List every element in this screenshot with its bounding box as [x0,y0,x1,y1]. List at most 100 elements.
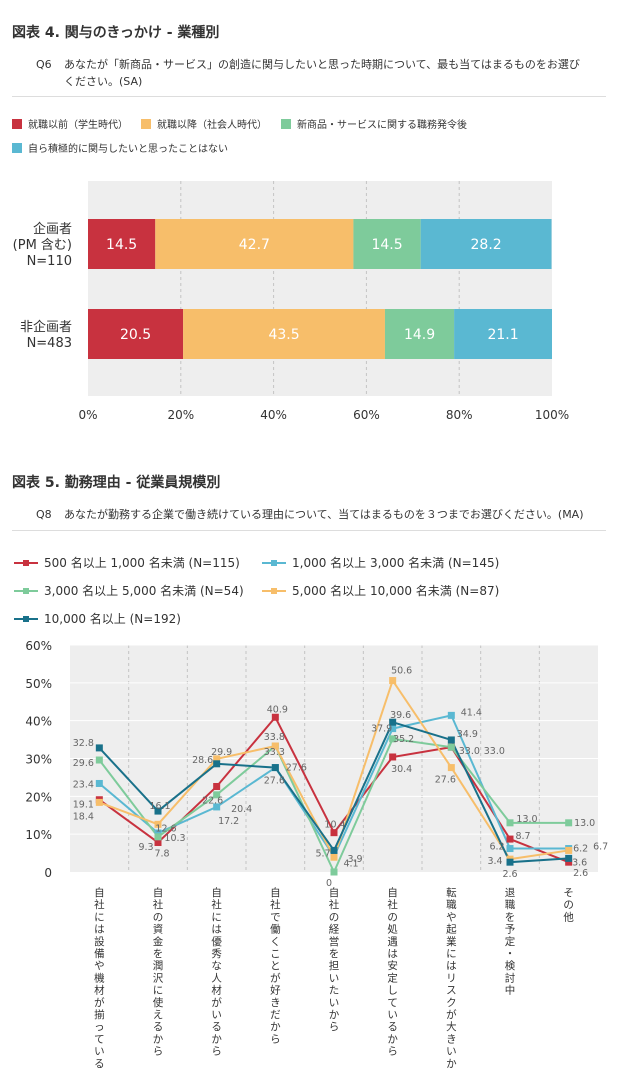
data-label: 20.4 [231,804,252,815]
fig4-title: 図表 4. 関与のきっかけ - 業種別 [12,25,220,41]
fig4-divider [12,96,606,97]
bar-value-label: 20.5 [120,327,151,343]
data-point [447,736,455,744]
x-tick-label: 100% [535,408,569,422]
x-category-label-char: る [153,1021,164,1033]
data-point [154,833,162,841]
data-point [506,835,514,843]
data-label: 30.4 [391,764,412,775]
y-tick-label: 20% [25,790,52,804]
x-category-label-char: 起 [446,924,457,936]
data-label: 29.9 [211,747,232,758]
data-label: 0 [326,878,332,889]
x-category-label-char: が [211,996,222,1009]
y-category-label: N=483 [27,336,72,351]
legend-line-marker [14,587,38,594]
x-category-label-char: 自 [94,886,105,899]
x-category-label-char: き [446,1033,457,1045]
legend-label: 就職以降（社会人時代） [157,120,267,131]
fig5-legend-item-2: 1,000 名以上 3,000 名未満 (N=145) [262,554,499,571]
data-label: 37.9 [371,724,392,735]
x-category-label-char: が [270,971,281,984]
x-category-label-char: こ [270,948,281,960]
x-category-label-char: て [387,997,398,1009]
fig4-q-label: Q6 [36,58,52,71]
fig5-legend-item-1: 500 名以上 1,000 名未満 (N=115) [14,554,240,571]
x-category-label-char: の [563,899,574,911]
data-label: 6.7 [593,842,608,853]
x-category-label-char: ク [446,997,457,1009]
fig5-q-label: Q8 [36,508,52,521]
data-label: 3.6 [572,857,587,868]
x-category-label-char: 大 [446,1020,457,1033]
data-point [213,755,221,763]
x-category-label-char: 職 [446,899,457,911]
data-label: 5.7 [315,848,330,859]
bar-segment [88,309,184,359]
x-category-label-char: ら [153,1046,164,1058]
x-category-label-char: 備 [94,947,105,960]
fig4-question-line2: ください。(SA) [64,75,143,88]
x-category-label-char: 社 [270,898,281,911]
data-label: 12.6 [155,823,176,834]
data-label: 33.0 [484,746,505,757]
x-category-label-char: だ [270,1009,281,1021]
legend-label: 自ら積極的に関与したいと思ったことはない [28,144,228,155]
x-category-label-char: 社 [211,898,222,911]
data-point [389,725,397,733]
x-category-label-char: 経 [329,923,340,936]
data-point [271,742,279,750]
data-label: 4.1 [343,858,358,869]
data-label: 10.3 [164,833,185,844]
data-label: 27.6 [286,763,307,774]
data-point [271,713,279,721]
x-tick-label: 20% [167,408,194,422]
y-tick-label: 60% [25,639,52,653]
x-category-label-char: や [94,960,105,972]
x-category-label-char: 社 [94,898,105,911]
plot-area [88,181,552,396]
bar-value-label: 43.5 [268,327,299,343]
x-category-label-char: 社 [153,898,164,911]
data-label: 41.4 [461,707,482,718]
y-tick-label: 50% [25,677,52,691]
data-label: 50.6 [391,666,412,677]
x-category-label-char: い [329,997,340,1009]
x-category-label-char: は [387,948,398,960]
data-label: 27.6 [264,776,285,787]
data-point [330,846,338,854]
data-point [389,735,397,743]
bar-segment [454,309,552,359]
data-label: 2.6 [502,869,517,880]
y-category-label: 非企画者 [20,319,72,335]
data-label: 16.1 [149,801,170,812]
x-category-label-char: に [94,911,105,923]
x-tick-label: 60% [353,408,380,422]
data-point [213,803,221,811]
x-category-label-char: 使 [153,996,164,1009]
x-category-label-char: る [94,1058,105,1068]
data-point [95,756,103,764]
bar-value-label: 14.9 [404,327,435,343]
bar-value-label: 42.7 [239,237,270,253]
x-category-label-char: 退 [505,887,516,899]
x-category-label-char: 潤 [153,960,164,972]
x-category-label-char: 営 [329,935,340,948]
data-point [154,838,162,846]
x-category-label-char: 人 [211,972,222,984]
x-category-label-char: 中 [505,984,516,997]
data-point [213,782,221,790]
legend-label: 1,000 名以上 3,000 名未満 (N=145) [292,556,500,570]
legend-label: 5,000 名以上 10,000 名未満 (N=87) [292,584,500,598]
x-category-label-char: い [211,1009,222,1021]
x-category-label-char: 自 [270,886,281,899]
x-category-label-char: 自 [211,886,222,899]
data-label: 13.0 [516,814,537,825]
data-label: 13.0 [574,818,595,829]
y-tick-label: 10% [25,828,52,842]
data-label: 27.6 [435,775,456,786]
x-category-label-char: い [446,1046,457,1058]
x-category-label-char: ス [446,985,457,997]
y-tick-label: 30% [25,753,52,767]
data-label: 6.2 [573,844,588,855]
